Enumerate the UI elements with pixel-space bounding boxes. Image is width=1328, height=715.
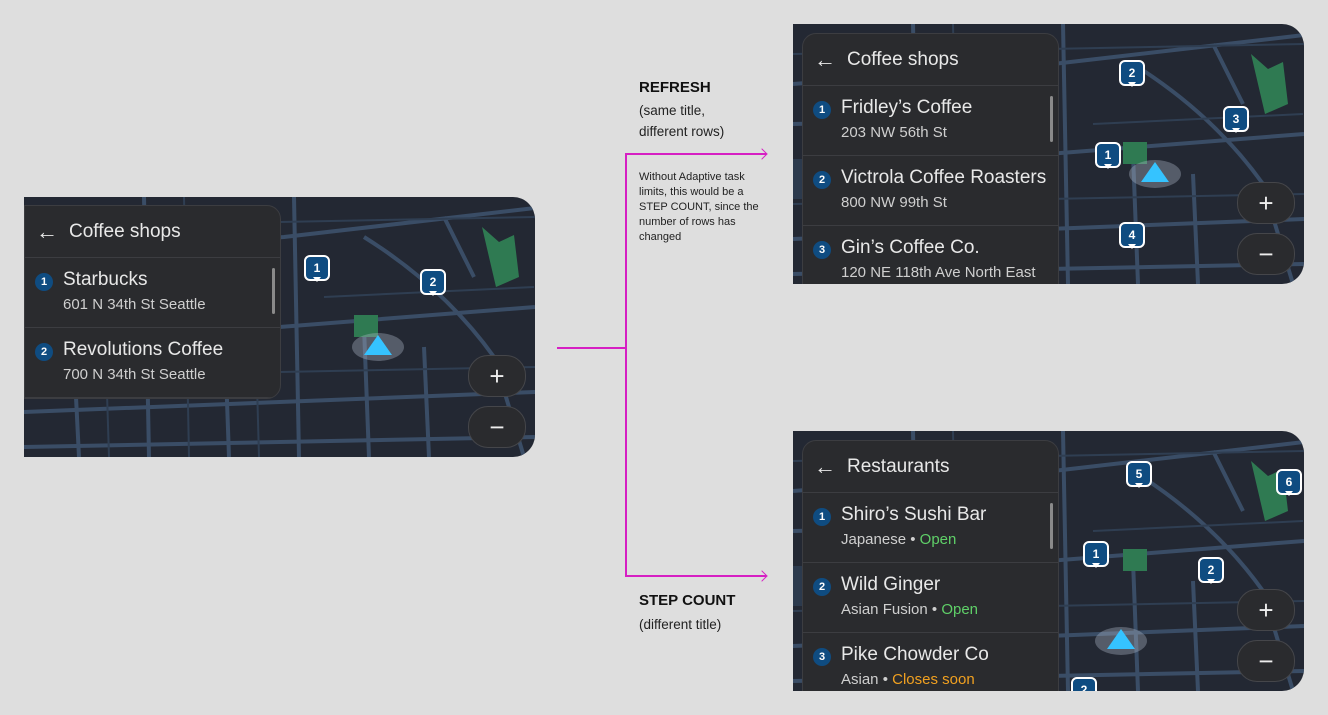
row-number-badge: 2 xyxy=(813,578,831,596)
map-screen-refresh[interactable]: 2 3 1 4 + − ← Coffee shops 1 Fridley’s Coffee 203 … xyxy=(793,24,1304,284)
map-marker-2[interactable]: 2 xyxy=(420,269,446,296)
row-title: Shiro’s Sushi Bar xyxy=(841,504,987,525)
map-screen-step-count[interactable]: 5 6 1 2 2 + − ← Restaurants 1 Shiro’s Sushi Bar Jap… xyxy=(793,431,1304,691)
connector-line xyxy=(625,153,627,576)
refresh-note: Without Adaptive task limits, this would… xyxy=(639,171,759,243)
status-text: Closes soon xyxy=(892,671,975,688)
card-header: ← Coffee shops xyxy=(25,206,280,258)
map-marker-5[interactable]: 5 xyxy=(1126,461,1152,488)
list-item[interactable]: 1 Fridley’s Coffee 203 NW 56th St xyxy=(803,86,1058,156)
row-subtitle: 800 NW 99th St xyxy=(841,194,947,211)
zoom-out-button[interactable]: − xyxy=(1237,233,1295,275)
row-detail: 601 N 34th St Seattle xyxy=(63,296,206,313)
arrow-left-icon[interactable]: ← xyxy=(814,453,836,479)
list-item[interactable]: 2 Wild Ginger Asian Fusion • Open xyxy=(803,563,1058,633)
card-header: ← Coffee shops xyxy=(803,34,1058,86)
step-count-heading: STEP COUNT xyxy=(639,592,736,609)
connector-line xyxy=(625,575,766,577)
zoom-out-button[interactable]: − xyxy=(468,406,526,448)
row-detail: Japanese xyxy=(841,531,907,548)
refresh-sub-line2: different rows) xyxy=(639,124,725,139)
map-marker-6[interactable]: 6 xyxy=(1276,469,1302,496)
current-location-icon xyxy=(352,333,404,361)
card-title: Coffee shops xyxy=(847,48,959,70)
list-item[interactable]: 1 Starbucks 601 N 34th St Seattle xyxy=(25,258,280,328)
current-location-icon xyxy=(1095,627,1147,655)
list-item[interactable]: 2 Victrola Coffee Roasters 800 NW 99th St xyxy=(803,156,1058,226)
map-marker-1[interactable]: 1 xyxy=(1083,541,1109,568)
list-item[interactable]: 1 Shiro’s Sushi Bar Japanese • Open xyxy=(803,493,1058,563)
row-subtitle: Asian Fusion • Open xyxy=(841,601,979,618)
map-marker-2[interactable]: 2 xyxy=(1071,677,1097,691)
list-card: ← Coffee shops 1 Fridley’s Coffee 203 NW 56t… xyxy=(802,33,1059,284)
row-number-badge: 2 xyxy=(35,343,53,361)
connector-line xyxy=(557,347,626,349)
status-text: Open xyxy=(941,601,979,618)
row-detail: Asian Fusion xyxy=(841,601,928,618)
row-detail: Asian xyxy=(841,671,879,688)
arrow-left-icon[interactable]: ← xyxy=(814,46,836,72)
map-screen-original[interactable]: 1 2 + − ← Coffee shops 1 Starbucks 601 N 34th St… xyxy=(24,197,535,457)
row-detail: 700 N 34th St Seattle xyxy=(63,366,206,383)
list-card: ← Restaurants 1 Shiro’s Sushi Bar Japanese •… xyxy=(802,440,1059,691)
row-title: Pike Chowder Co xyxy=(841,644,989,665)
row-subtitle: Asian • Closes soon xyxy=(841,671,975,688)
card-title: Coffee shops xyxy=(69,220,181,242)
row-number-badge: 1 xyxy=(813,508,831,526)
list-item[interactable]: 2 Revolutions Coffee 700 N 34th St Seattle xyxy=(25,328,280,398)
arrow-head-icon xyxy=(756,570,768,582)
row-title: Wild Ginger xyxy=(841,574,941,595)
row-detail: 120 NE 118th Ave North East xyxy=(841,264,1036,281)
connector-line xyxy=(625,153,766,155)
row-number-badge: 3 xyxy=(813,241,831,259)
list-card: ← Coffee shops 1 Starbucks 601 N 34th St Sea… xyxy=(24,205,281,399)
row-subtitle: 601 N 34th St Seattle xyxy=(63,296,206,313)
row-detail: 203 NW 56th St xyxy=(841,124,947,141)
row-subtitle: 700 N 34th St Seattle xyxy=(63,366,206,383)
row-subtitle: Japanese • Open xyxy=(841,531,957,548)
status-text: Open xyxy=(919,531,957,548)
scrollbar[interactable] xyxy=(1050,96,1053,142)
row-title: Revolutions Coffee xyxy=(63,339,224,360)
refresh-heading: REFRESH xyxy=(639,79,711,96)
refresh-subtitle: (same title, different rows) xyxy=(639,100,724,142)
map-marker-2[interactable]: 2 xyxy=(1119,60,1145,87)
zoom-in-button[interactable]: + xyxy=(468,355,526,397)
row-subtitle: 203 NW 56th St xyxy=(841,124,947,141)
map-marker-1[interactable]: 1 xyxy=(304,255,330,282)
current-location-icon xyxy=(1129,160,1181,188)
card-header: ← Restaurants xyxy=(803,441,1058,493)
row-title: Fridley’s Coffee xyxy=(841,97,973,118)
zoom-out-button[interactable]: − xyxy=(1237,640,1295,682)
scrollbar[interactable] xyxy=(272,268,275,314)
zoom-in-button[interactable]: + xyxy=(1237,182,1295,224)
row-detail: 800 NW 99th St xyxy=(841,194,947,211)
arrow-head-icon xyxy=(756,148,768,160)
map-marker-3[interactable]: 3 xyxy=(1223,106,1249,133)
row-title: Victrola Coffee Roasters xyxy=(841,167,1047,188)
card-title: Restaurants xyxy=(847,455,950,477)
row-number-badge: 3 xyxy=(813,648,831,666)
row-number-badge: 2 xyxy=(813,171,831,189)
map-marker-4[interactable]: 4 xyxy=(1119,222,1145,249)
row-title: Starbucks xyxy=(63,269,148,290)
row-number-badge: 1 xyxy=(35,273,53,291)
step-count-subtitle: (different title) xyxy=(639,617,722,632)
row-number-badge: 1 xyxy=(813,101,831,119)
row-subtitle: 120 NE 118th Ave North East xyxy=(841,264,1036,281)
row-title: Gin’s Coffee Co. xyxy=(841,237,980,258)
list-item[interactable]: 3 Pike Chowder Co Asian • Closes soon xyxy=(803,633,1058,691)
list-item[interactable]: 3 Gin’s Coffee Co. 120 NE 118th Ave North … xyxy=(803,226,1058,284)
map-marker-2[interactable]: 2 xyxy=(1198,557,1224,584)
zoom-in-button[interactable]: + xyxy=(1237,589,1295,631)
map-marker-1[interactable]: 1 xyxy=(1095,142,1121,169)
refresh-sub-line1: (same title, xyxy=(639,103,706,118)
scrollbar[interactable] xyxy=(1050,503,1053,549)
arrow-left-icon[interactable]: ← xyxy=(36,218,58,244)
